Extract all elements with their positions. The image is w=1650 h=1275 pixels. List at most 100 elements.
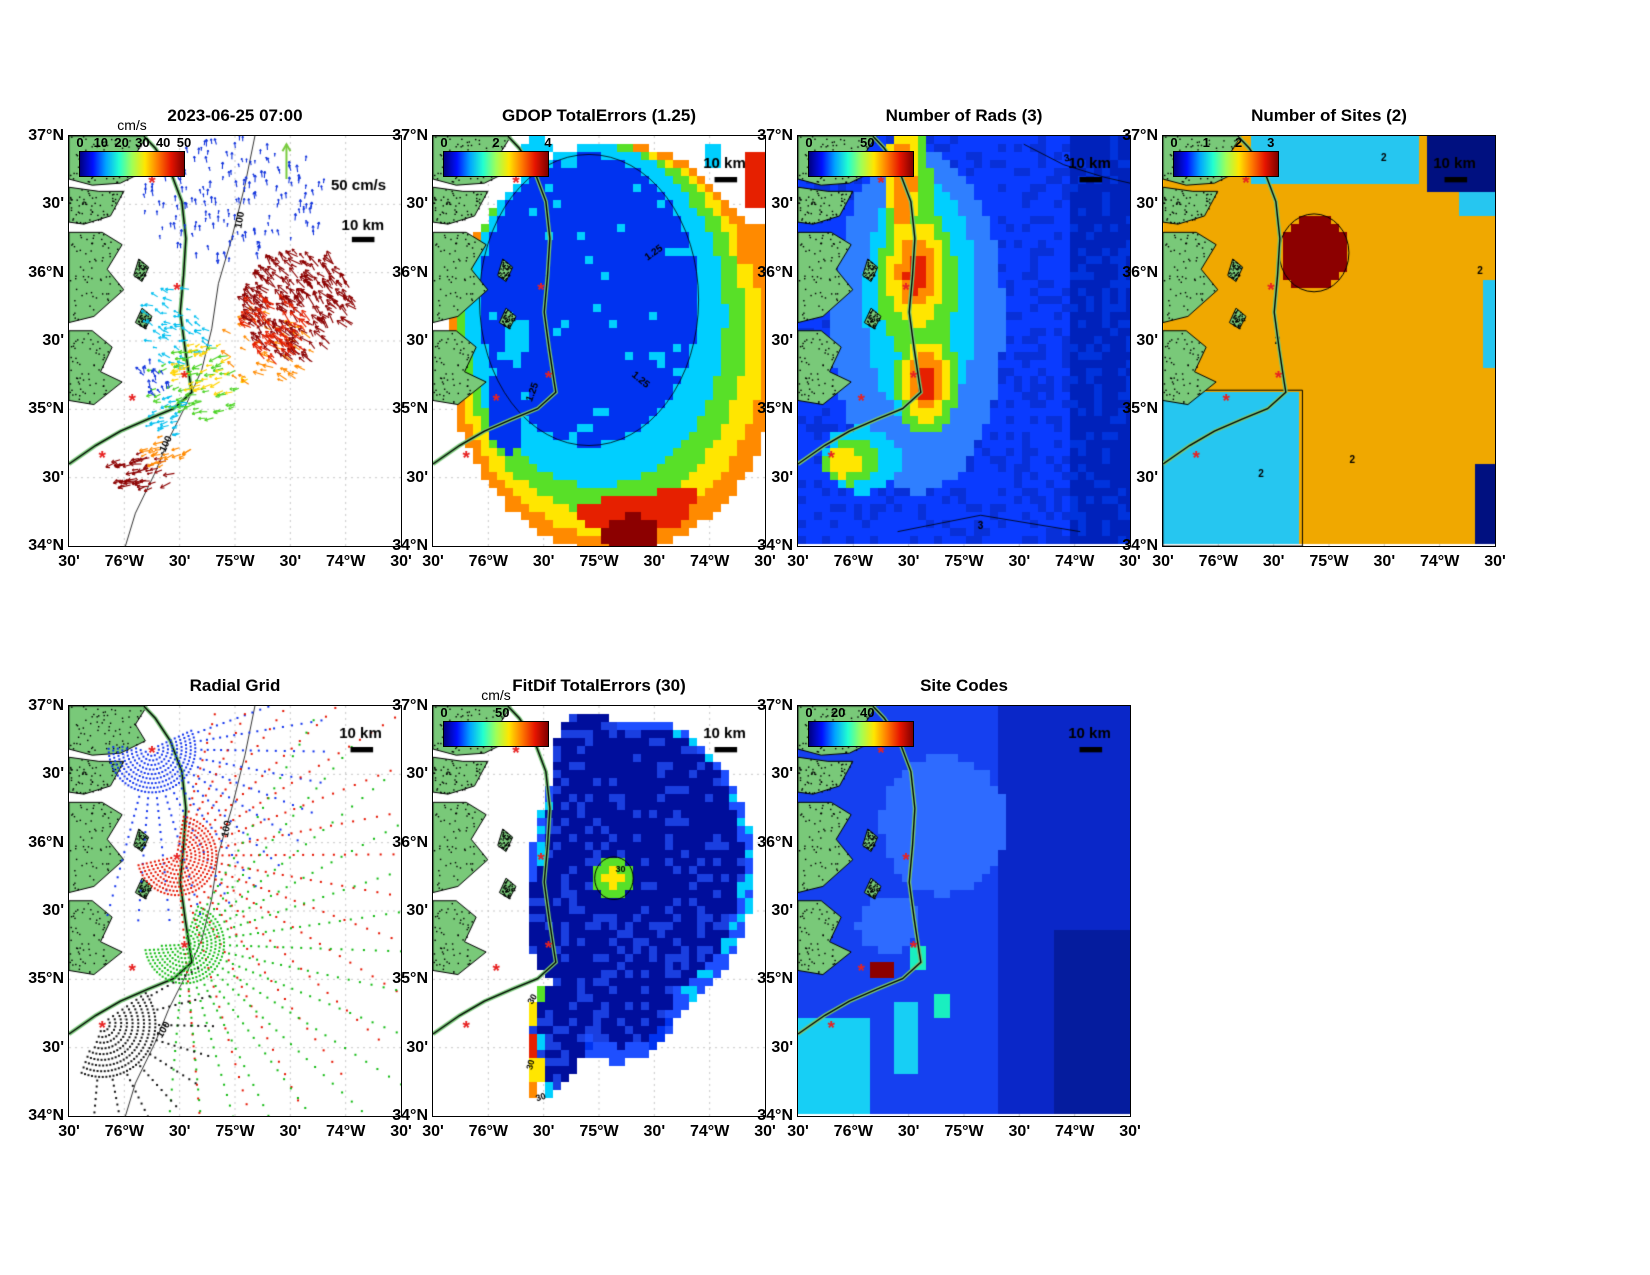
y-axis-tick: 37°N [28, 127, 64, 144]
panel-number-of-rads: Number of Rads (3) 0 50 37°N 30' 36°N 30' 35°… [757, 106, 1141, 570]
y-axis-tick: 30' [771, 765, 793, 783]
colorbar-tick: 2 [492, 135, 500, 150]
y-axis-tick: 30' [406, 468, 428, 486]
x-axis-tick: 30' [532, 1123, 555, 1140]
y-axis-tick: 30' [406, 332, 428, 349]
y-axis-tick: 30' [42, 332, 64, 349]
x-axis-tick: 76°W [833, 553, 873, 570]
x-axis-tick: 30' [754, 1123, 776, 1140]
panel-title: Number of Sites (2) [1251, 106, 1407, 125]
colorbar-tick: 2 [1234, 135, 1243, 150]
colorbar-tick: 3 [1267, 135, 1275, 150]
x-axis-tick: 30' [1262, 553, 1285, 570]
y-axis-tick: 30' [42, 902, 64, 919]
map-canvas [69, 136, 401, 546]
colorbar: 0 50 [440, 705, 549, 747]
x-axis-tick: 30' [787, 1123, 809, 1140]
colorbar-label: cm/s [117, 117, 147, 133]
map-canvas [798, 136, 1130, 546]
x-axis-tick: 30' [168, 1123, 191, 1140]
colorbar: 0 1 2 3 [1170, 135, 1279, 177]
y-axis-tick: 30' [771, 195, 793, 213]
colorbar: 0 2 4 [440, 135, 552, 177]
x-axis-tick: 30' [1008, 553, 1031, 570]
panel-site-codes: Site Codes 0 20 40 37°N 30' 36°N 30' 35°N 30' 34… [757, 676, 1141, 1140]
colorbar-tick: 4 [544, 135, 552, 150]
colorbar-host: 0 1 2 3 [1170, 135, 1279, 177]
y-axis-tick: 30' [771, 468, 793, 486]
y-axis-tick: 30' [1136, 332, 1158, 349]
colorbar: 0 50 [805, 135, 914, 177]
x-axis-tick: 30' [279, 553, 302, 570]
colorbar-tick: 0 [1170, 135, 1178, 150]
y-axis-tick: 30' [406, 1038, 428, 1056]
x-axis-tick: 74°W [326, 553, 366, 570]
x-axis-tick: 74°W [1055, 553, 1095, 570]
x-axis-tick: 30' [532, 553, 555, 570]
x-axis-tick: 30' [754, 553, 776, 570]
colorbar-tick: 50 [860, 135, 875, 150]
y-axis-tick: 34°N [28, 537, 64, 554]
colorbar-tick: 50 [495, 705, 510, 720]
colorbar-host [79, 721, 185, 747]
colorbar-tick: 0 [440, 705, 448, 720]
y-axis-tick: 30' [771, 1038, 793, 1056]
x-axis-tick: 74°W [1055, 1123, 1095, 1140]
y-axis-tick: 30' [42, 468, 64, 486]
x-axis-tick: 30' [1008, 1123, 1031, 1140]
x-axis-tick: 76°W [104, 1123, 144, 1140]
colorbar-label: cm/s [481, 687, 511, 703]
colorbar-tick: 20 [830, 705, 846, 720]
x-axis-tick: 74°W [1420, 553, 1460, 570]
colorbar-host: 0 20 40 [805, 705, 914, 747]
y-axis-tick: 35°N [28, 970, 64, 988]
colorbar-tick: 0 [805, 135, 813, 150]
x-axis-tick: 30' [643, 1123, 666, 1140]
x-axis-tick: 30' [1119, 553, 1141, 570]
colorbar-host: 0 2 4 [440, 135, 552, 177]
colorbar-tick: 40 [860, 705, 875, 720]
y-axis-tick: 36°N [28, 263, 64, 281]
x-axis-tick: 30' [1152, 553, 1174, 570]
colorbar-host: 0 50 [805, 135, 914, 177]
x-axis-tick: 75°W [579, 553, 619, 570]
panel-title: 2023-06-25 07:00 [167, 106, 303, 125]
x-axis-tick: 30' [897, 1123, 920, 1140]
colorbar-tick: 30 [135, 135, 150, 150]
x-axis-tick: 75°W [1309, 553, 1349, 570]
panel-currents: 2023-06-25 07:00 0 10 20 30 40 50 cm/s 37°N 30'… [28, 106, 412, 570]
x-axis-tick: 74°W [690, 553, 730, 570]
x-axis-tick: 75°W [944, 553, 984, 570]
colorbar-tick: 1 [1202, 135, 1210, 150]
colorbar-tick: 50 [176, 135, 192, 150]
x-axis-tick: 75°W [579, 1123, 619, 1140]
y-axis-tick: 30' [42, 1038, 64, 1056]
panel-title: Number of Rads (3) [885, 106, 1043, 125]
panel-title: GDOP TotalErrors (1.25) [502, 106, 696, 125]
map-canvas [798, 706, 1130, 1116]
panel-radial-grid: Radial Grid 37°N 30' 36°N 30' 35°N 30' 34°N 30… [28, 676, 412, 1140]
y-axis-tick: 36°N [28, 833, 64, 851]
map-canvas [69, 706, 401, 1116]
y-axis-tick: 30' [771, 332, 793, 349]
y-axis-tick: 35°N [28, 400, 64, 418]
y-axis-tick: 30' [1136, 468, 1158, 486]
map-canvas [433, 136, 765, 546]
x-axis-tick: 30' [58, 553, 80, 570]
x-axis-tick: 30' [643, 553, 666, 570]
colorbar-tick: 40 [155, 135, 171, 150]
panel-title: Radial Grid [189, 676, 281, 695]
x-axis-tick: 30' [1119, 1123, 1141, 1140]
y-axis-tick: 30' [406, 902, 428, 919]
panel-fitdif-total-errors: FitDif TotalErrors (30) 0 50 cm/s 37°N 30' 3… [392, 676, 776, 1140]
colorbar-tick: 10 [93, 135, 109, 150]
x-axis-tick: 30' [58, 1123, 80, 1140]
map-canvas [433, 706, 765, 1116]
colorbar-host: 0 10 20 30 40 50 cm/s [76, 117, 191, 177]
x-axis-tick: 75°W [215, 553, 255, 570]
x-axis-tick: 30' [279, 1123, 302, 1140]
x-axis-tick: 30' [1484, 553, 1506, 570]
x-axis-tick: 75°W [944, 1123, 984, 1140]
